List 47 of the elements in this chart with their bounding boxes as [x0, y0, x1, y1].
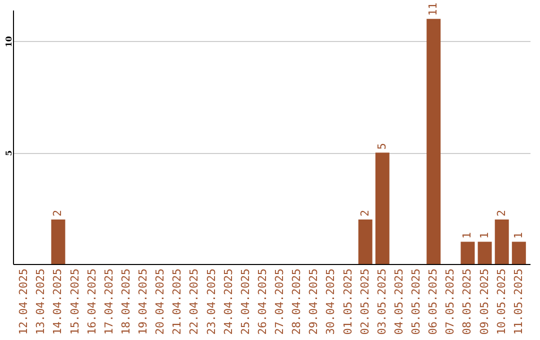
x-tick-label: 21.04.2025: [170, 268, 184, 335]
x-tick-label: 04.05.2025: [392, 268, 406, 335]
x-tick-label: 01.05.2025: [341, 268, 354, 335]
x-tick-label: 24.04.2025: [222, 268, 235, 335]
x-tick-label: 19.04.2025: [136, 268, 150, 335]
x-tick-label: 15.04.2025: [68, 268, 82, 335]
bar: [358, 219, 372, 264]
data-label: 2: [494, 210, 508, 216]
data-label: 11: [426, 2, 440, 16]
data-label: 2: [51, 210, 64, 216]
bar: [494, 219, 509, 264]
x-tick-label: 05.05.2025: [410, 268, 423, 335]
y-tick-label: 10: [4, 36, 14, 48]
data-label: 5: [375, 142, 388, 150]
x-tick-label: 25.04.2025: [238, 268, 252, 335]
x-tick-label: 06.05.2025: [426, 268, 440, 335]
x-tick-label: 23.04.2025: [204, 268, 218, 335]
x-tick-label: 29.04.2025: [307, 268, 320, 335]
x-tick-label: 26.04.2025: [256, 268, 269, 335]
x-tick-label: 22.04.2025: [188, 268, 201, 335]
x-tick-label: 11.05.2025: [512, 268, 525, 335]
x-tick-label: 07.05.2025: [444, 268, 457, 335]
x-tick-label: 02.05.2025: [358, 268, 372, 335]
x-tick-label: 10.05.2025: [494, 268, 508, 335]
x-tick-label: 28.04.2025: [290, 268, 304, 335]
data-label: 1: [460, 232, 474, 239]
x-tick-label: 12.04.2025: [17, 268, 30, 335]
bar: [375, 152, 390, 264]
bar: [426, 18, 441, 264]
x-tick-label: 20.04.2025: [154, 268, 167, 335]
x-tick-label: 30.04.2025: [324, 268, 338, 335]
x-tick-label: 08.05.2025: [460, 268, 474, 335]
x-tick-label: 18.04.2025: [119, 268, 132, 335]
bar: [478, 242, 492, 264]
x-tick-label: 27.04.2025: [273, 268, 286, 335]
bar: [51, 219, 66, 264]
bar: [460, 242, 475, 264]
x-tick-label: 03.05.2025: [375, 268, 388, 335]
x-tick-label: 09.05.2025: [478, 268, 491, 335]
x-tick-label: 14.04.2025: [51, 268, 64, 335]
x-tick-label: 13.04.2025: [34, 268, 48, 335]
data-label: 2: [358, 210, 372, 216]
data-label: 1: [478, 232, 491, 239]
x-tick-label: 17.04.2025: [102, 268, 116, 335]
bar: [512, 242, 526, 264]
data-label: 1: [512, 232, 525, 239]
x-tick-label: 16.04.2025: [85, 268, 98, 335]
